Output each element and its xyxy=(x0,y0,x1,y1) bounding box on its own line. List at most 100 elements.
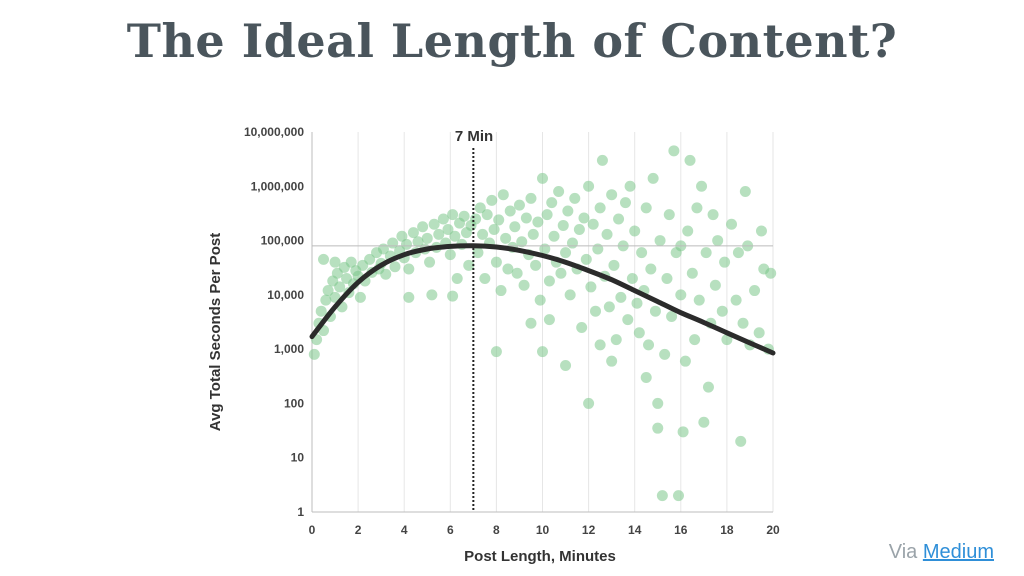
scatter-point xyxy=(525,192,537,204)
medium-link[interactable]: Medium xyxy=(922,541,994,563)
scatter-point xyxy=(596,154,608,166)
y-tick-label: 1,000,000 xyxy=(251,179,305,193)
scatter-point xyxy=(569,192,581,204)
scatter-point xyxy=(636,247,648,259)
scatter-point xyxy=(649,305,661,317)
source-credit: Via Medium xyxy=(889,541,994,564)
scatter-point xyxy=(603,301,615,313)
x-tick-label: 14 xyxy=(628,523,642,537)
scatter-point xyxy=(322,285,334,297)
scatter-point xyxy=(592,243,604,255)
scatter-point xyxy=(606,189,618,201)
scatter-point xyxy=(421,232,433,244)
x-tick-label: 8 xyxy=(493,523,500,537)
scatter-point xyxy=(668,145,680,157)
scatter-point xyxy=(497,189,509,201)
scatter-point xyxy=(560,247,572,259)
scatter-point xyxy=(739,186,751,198)
scatter-point xyxy=(543,314,555,326)
y-axis-label: Avg Total Seconds Per Post xyxy=(207,233,224,431)
scatter-point xyxy=(622,314,634,326)
scatter-point xyxy=(417,221,429,233)
scatter-point xyxy=(520,212,532,224)
scatter-point xyxy=(500,232,512,244)
x-tick-label: 4 xyxy=(401,523,408,537)
scatter-point xyxy=(566,237,578,249)
scatter-point xyxy=(753,327,765,339)
scatter-point xyxy=(532,216,544,228)
scatter-point xyxy=(308,348,320,360)
scatter-point xyxy=(709,279,721,291)
scatter-point xyxy=(486,194,498,206)
x-tick-label: 16 xyxy=(674,523,688,537)
scatter-point xyxy=(606,355,618,367)
scatter-point xyxy=(719,256,731,268)
scatter-point xyxy=(755,225,767,237)
scatter-point xyxy=(640,202,652,214)
x-tick-label: 6 xyxy=(447,523,454,537)
scatter-point xyxy=(481,209,493,221)
scatter-point xyxy=(583,397,595,409)
scatter-point xyxy=(364,253,376,265)
scatter-point xyxy=(590,305,602,317)
scatter-point xyxy=(354,291,366,303)
scatter-point xyxy=(730,294,742,306)
scatter-point xyxy=(726,218,738,230)
scatter-point xyxy=(610,334,622,346)
y-tick-label: 10,000,000 xyxy=(244,125,304,139)
scatter-point xyxy=(580,253,592,265)
scatter-point xyxy=(659,348,671,360)
scatter-point xyxy=(672,490,684,502)
trend-curve xyxy=(309,243,776,356)
scatter-point xyxy=(518,279,530,291)
scatter-point xyxy=(463,259,475,271)
scatter-point xyxy=(661,273,673,285)
scatter-point xyxy=(613,213,625,225)
scatter-point xyxy=(534,294,546,306)
scatter-point xyxy=(543,275,555,287)
scatter-point xyxy=(578,212,590,224)
scatter-point xyxy=(541,209,553,221)
scatter-point xyxy=(546,197,558,209)
scatter-point xyxy=(495,285,507,297)
scatter-point xyxy=(629,225,641,237)
chart-labels: Post Length, Minutes Avg Total Seconds P… xyxy=(207,128,616,565)
scatter-point xyxy=(548,230,560,242)
annotation-7min-label: 7 Min xyxy=(455,128,493,145)
scatter-point xyxy=(679,355,691,367)
trend-curve-group xyxy=(309,243,776,356)
scatter-point xyxy=(654,235,666,247)
scatter-point xyxy=(345,256,357,268)
x-tick-label: 0 xyxy=(309,523,316,537)
scatter-point xyxy=(428,218,440,230)
scatter-point xyxy=(631,297,643,309)
scatter-point xyxy=(652,397,664,409)
scatter-point xyxy=(511,267,523,279)
scatter-point xyxy=(686,267,698,279)
scatter-point xyxy=(749,285,761,297)
scatter-point xyxy=(619,197,631,209)
scatter-point xyxy=(493,214,505,226)
scatter-points xyxy=(308,145,777,502)
scatter-point xyxy=(624,180,636,192)
scatter-point xyxy=(315,305,327,317)
chart-axes: 0 2 4 6 8 10 12 14 16 18 20 1 10 100 1,000 10,000 100,00… xyxy=(244,125,780,537)
scatter-point xyxy=(513,199,525,211)
scatter-point xyxy=(433,228,445,240)
y-tick-label: 10 xyxy=(291,451,305,465)
scatter-point xyxy=(737,317,749,329)
scatter-point xyxy=(696,180,708,192)
scatter-point xyxy=(490,256,502,268)
scatter-point xyxy=(594,339,606,351)
scatter-point xyxy=(677,426,689,438)
scatter-point xyxy=(380,268,392,280)
scatter-point xyxy=(645,263,657,275)
scatter-point xyxy=(537,172,548,184)
x-tick-label: 18 xyxy=(720,523,734,537)
scatter-point xyxy=(594,202,606,214)
scatter-point xyxy=(652,422,664,434)
y-tick-label: 100 xyxy=(284,396,304,410)
scatter-point xyxy=(732,247,744,259)
scatter-point xyxy=(474,202,486,214)
scatter-point xyxy=(437,213,449,225)
